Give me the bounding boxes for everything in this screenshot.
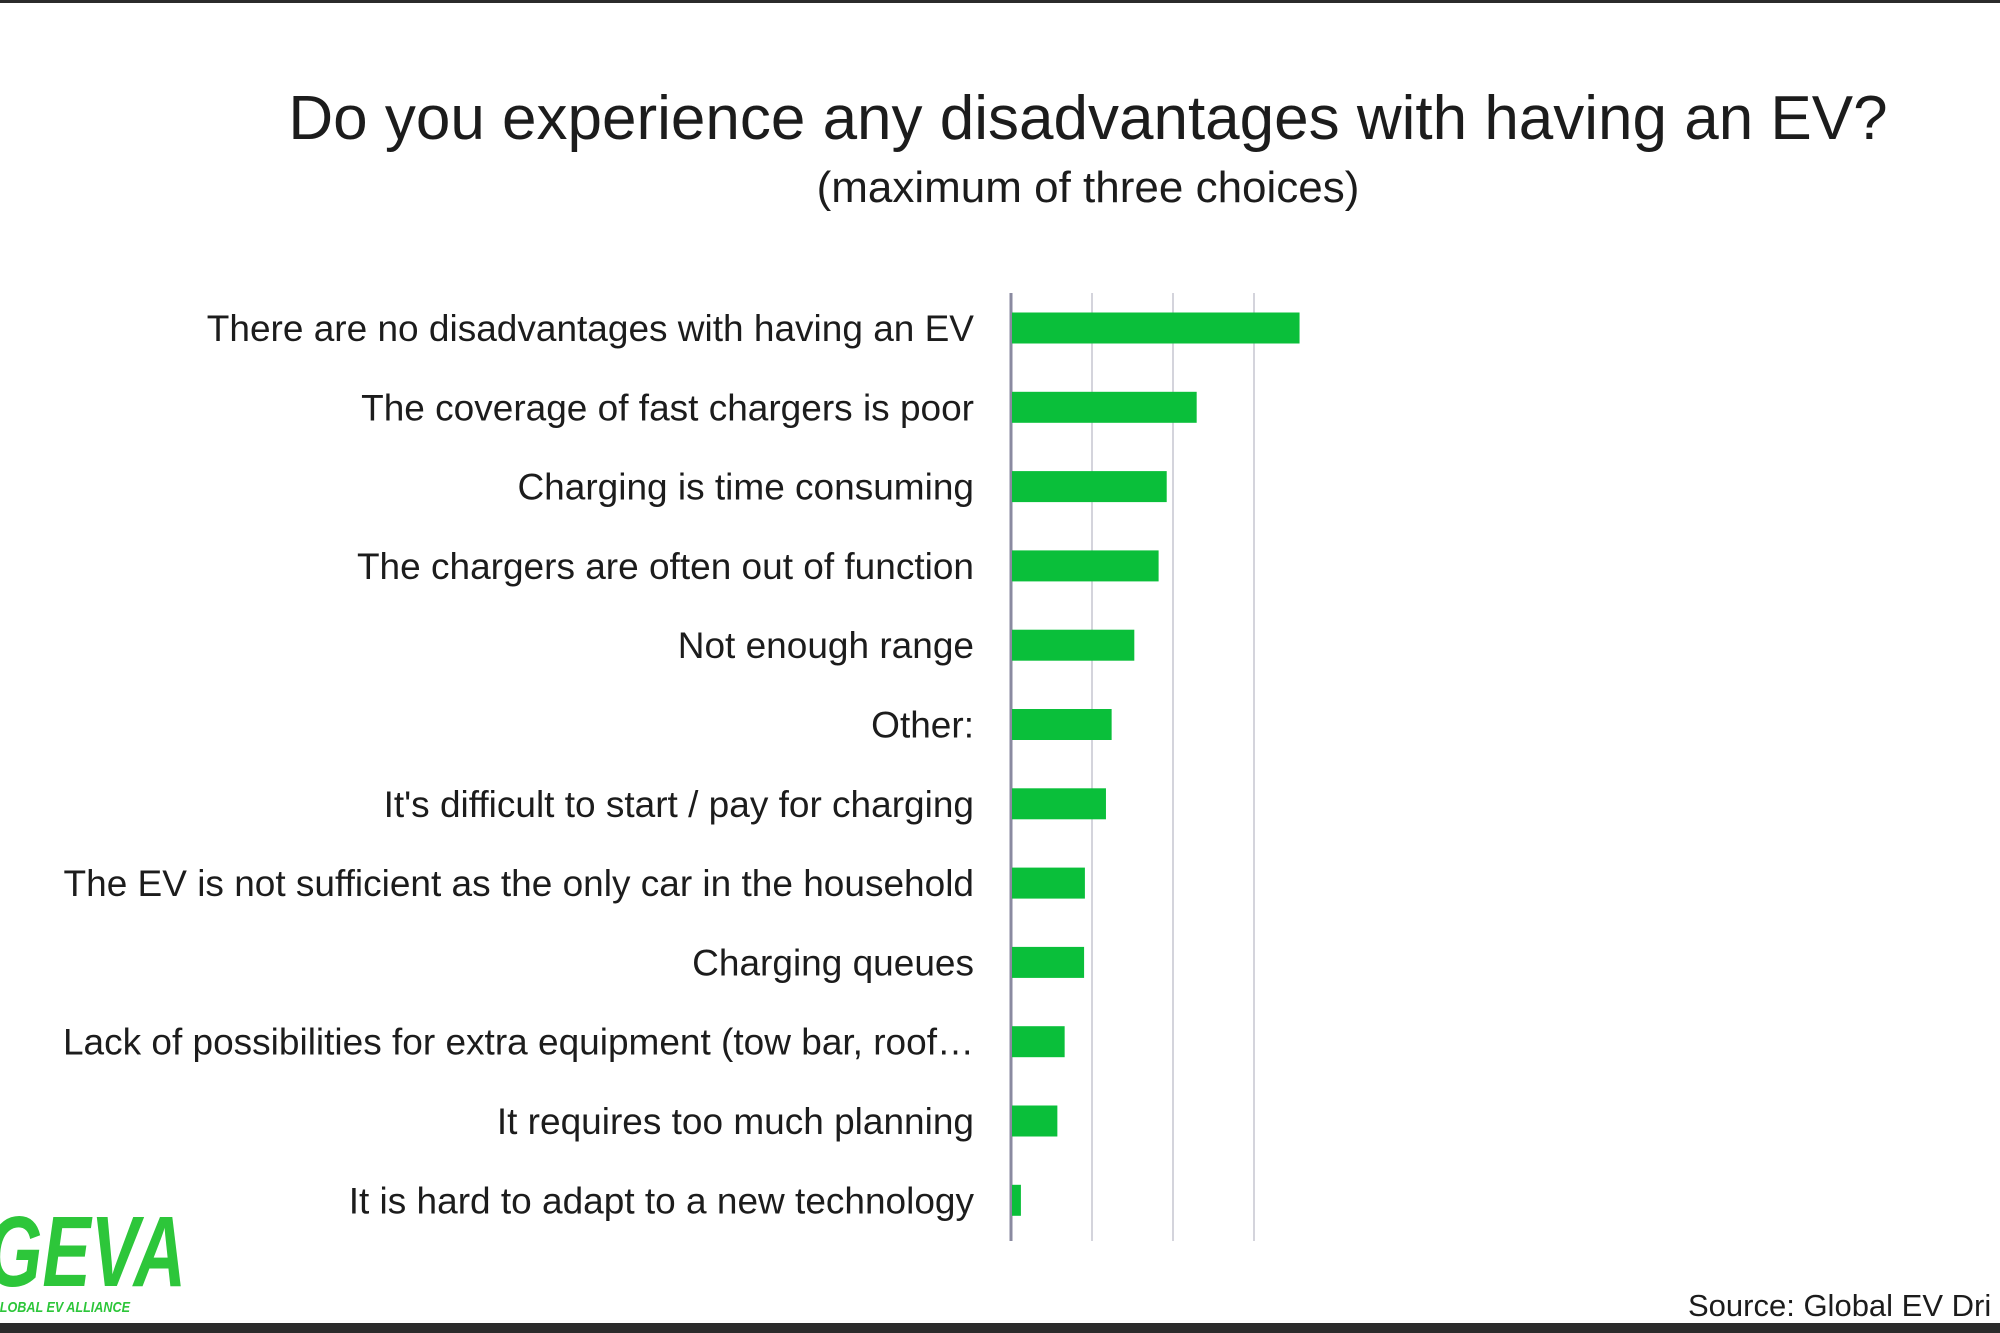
bar	[1012, 867, 1085, 899]
bar	[1012, 788, 1106, 820]
category-label: It's difficult to start / pay for chargi…	[384, 784, 974, 825]
geva-logo: GEVA GLOBAL EV ALLIANCE	[0, 1198, 186, 1316]
bar	[1012, 471, 1167, 503]
category-label: There are no disadvantages with having a…	[207, 308, 975, 349]
bar	[1012, 709, 1112, 740]
bar	[1012, 312, 1300, 344]
slide: Do you experience any disadvantages with…	[0, 3, 2000, 1323]
category-label: Not enough range	[678, 625, 974, 666]
bar	[1012, 1105, 1058, 1137]
bar	[1012, 629, 1135, 661]
source-note: Source: Global EV Dri	[1688, 1288, 1992, 1323]
logo-wordmark: GEVA	[0, 1198, 186, 1308]
bar-chart: There are no disadvantages with having a…	[63, 293, 1300, 1241]
bar	[1012, 1184, 1021, 1216]
category-label: It requires too much planning	[497, 1101, 974, 1142]
bar	[1012, 946, 1085, 978]
category-label: It is hard to adapt to a new technology	[349, 1180, 975, 1221]
logo-tagline: GLOBAL EV ALLIANCE	[0, 1299, 131, 1316]
bar	[1012, 550, 1159, 582]
bar	[1012, 1026, 1065, 1058]
category-label: Charging is time consuming	[517, 467, 974, 508]
chart-title: Do you experience any disadvantages with…	[288, 84, 1888, 153]
category-label: The coverage of fast chargers is poor	[361, 387, 974, 428]
bar	[1012, 391, 1197, 423]
category-label: Charging queues	[692, 942, 974, 983]
category-label: The EV is not sufficient as the only car…	[64, 863, 974, 904]
category-label: The chargers are often out of function	[357, 546, 974, 587]
category-label: Other:	[871, 705, 974, 746]
category-label: Lack of possibilities for extra equipmen…	[63, 1022, 974, 1063]
chart-subtitle: (maximum of three choices)	[816, 163, 1360, 212]
